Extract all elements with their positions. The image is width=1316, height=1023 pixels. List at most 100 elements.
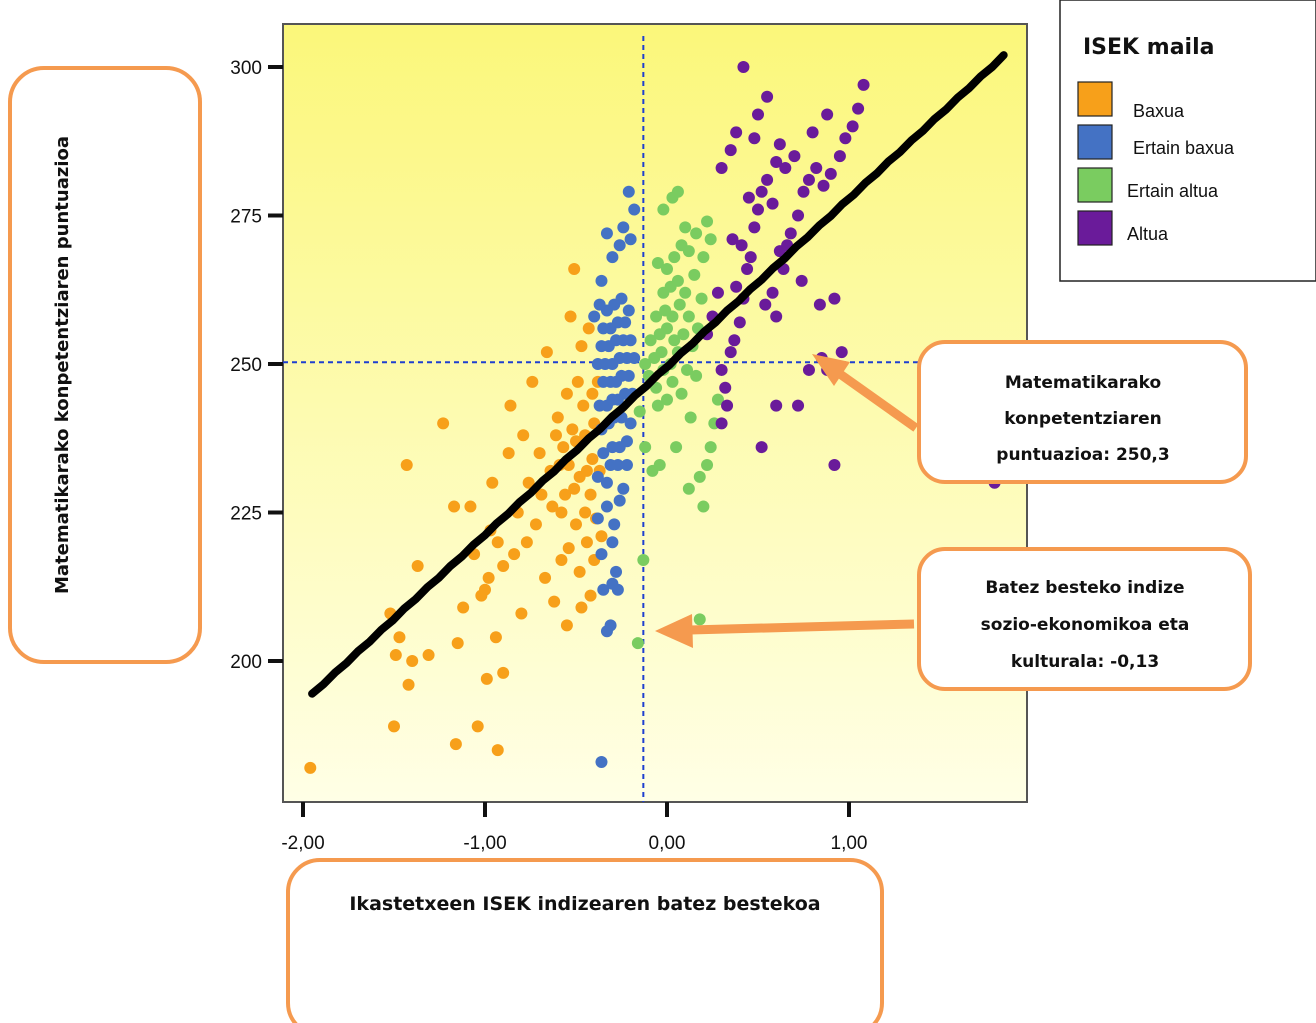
point-series-1 [600,500,613,513]
point-series-3 [755,185,768,198]
point-series-2 [677,328,690,341]
point-series-3 [802,363,815,376]
point-series-1 [619,316,632,329]
point-series-0 [479,583,491,596]
point-series-0 [575,601,588,614]
point-series-3 [728,334,741,347]
x-tick-label: -1,00 [463,833,506,854]
point-series-1 [593,298,606,311]
point-series-0 [508,548,521,561]
point-series-3 [715,363,728,376]
point-series-3 [852,102,865,115]
point-series-0 [471,720,484,733]
point-series-0 [568,262,581,275]
point-series-0 [411,559,424,572]
point-series-0 [437,417,450,430]
legend-swatch [1077,124,1113,160]
point-series-3 [741,262,754,275]
point-series-1 [600,476,613,489]
point-series-2 [666,310,679,323]
y-tick-label: 200 [230,652,262,673]
point-series-1 [617,482,630,495]
point-series-0 [557,441,570,454]
point-series-3 [711,286,724,299]
point-series-0 [551,411,564,424]
point-series-3 [810,161,823,174]
point-series-0 [529,518,542,531]
point-series-0 [491,536,504,549]
point-series-1 [620,435,633,448]
callout-mean-x-box [917,547,1252,691]
x-axis-label: Ikastetxeen ISEK indizearen batez bestek… [349,893,820,915]
point-series-3 [792,209,805,222]
point-series-3 [748,132,761,145]
point-series-3 [839,132,852,145]
point-series-3 [721,399,734,412]
point-series-0 [580,536,593,549]
point-series-1 [617,221,630,234]
point-series-1 [628,352,641,365]
point-series-2 [701,215,714,228]
point-series-3 [770,156,783,169]
point-series-2 [639,358,652,370]
point-series-2 [655,346,668,359]
point-series-3 [724,346,737,359]
point-series-0 [480,672,493,685]
point-series-2 [701,458,714,471]
point-series-2 [695,292,708,305]
point-series-1 [613,494,626,507]
point-series-1 [624,417,637,430]
point-series-2 [684,411,697,424]
point-series-0 [559,488,572,501]
point-series-1 [610,565,623,578]
y-tick-label: 225 [230,504,262,525]
point-series-1 [608,518,621,531]
point-series-0 [393,631,406,644]
point-series-2 [668,251,681,264]
point-series-0 [540,346,553,359]
point-series-2 [650,310,663,323]
point-series-0 [464,500,477,513]
point-series-2 [690,369,703,382]
point-series-3 [752,203,764,216]
callout-mean-x-line-3: kulturala: -0,13 [1011,652,1159,672]
point-series-0 [451,637,464,650]
point-series-3 [752,108,764,121]
point-series-2 [644,334,657,347]
point-series-1 [620,458,633,471]
point-series-1 [611,458,624,471]
point-series-1 [611,583,624,596]
point-series-3 [779,161,792,174]
x-tick-label: 1,00 [831,833,868,854]
point-series-0 [497,666,510,679]
callout-mean-y-line-3: puntuazioa: 250,3 [996,445,1169,465]
point-series-2 [666,375,679,388]
point-series-0 [570,518,582,531]
point-series-2 [633,405,646,418]
point-series-2 [651,257,664,270]
point-series-3 [828,458,841,471]
point-series-1 [628,203,641,216]
legend-label: Baxua [1133,101,1185,121]
point-series-3 [833,150,846,163]
point-series-0 [579,506,592,519]
point-series-0 [571,375,584,388]
point-series-2 [637,554,650,567]
point-series-3 [724,144,737,157]
point-series-3 [748,221,761,234]
point-series-0 [448,500,461,513]
point-series-3 [766,197,779,210]
point-series-3 [726,233,739,246]
regression-line [308,51,1008,698]
point-series-3 [857,78,870,91]
y-tick-label: 275 [230,207,262,228]
point-series-2 [668,334,681,347]
point-series-0 [533,447,546,460]
point-series-2 [681,363,694,376]
scatter-points [304,61,1001,774]
point-series-1 [615,292,628,305]
point-series-2 [661,393,673,406]
callout-mean-x-line-1: Batez besteko indize [985,578,1184,598]
point-series-3 [715,417,728,430]
point-series-3 [784,227,797,240]
